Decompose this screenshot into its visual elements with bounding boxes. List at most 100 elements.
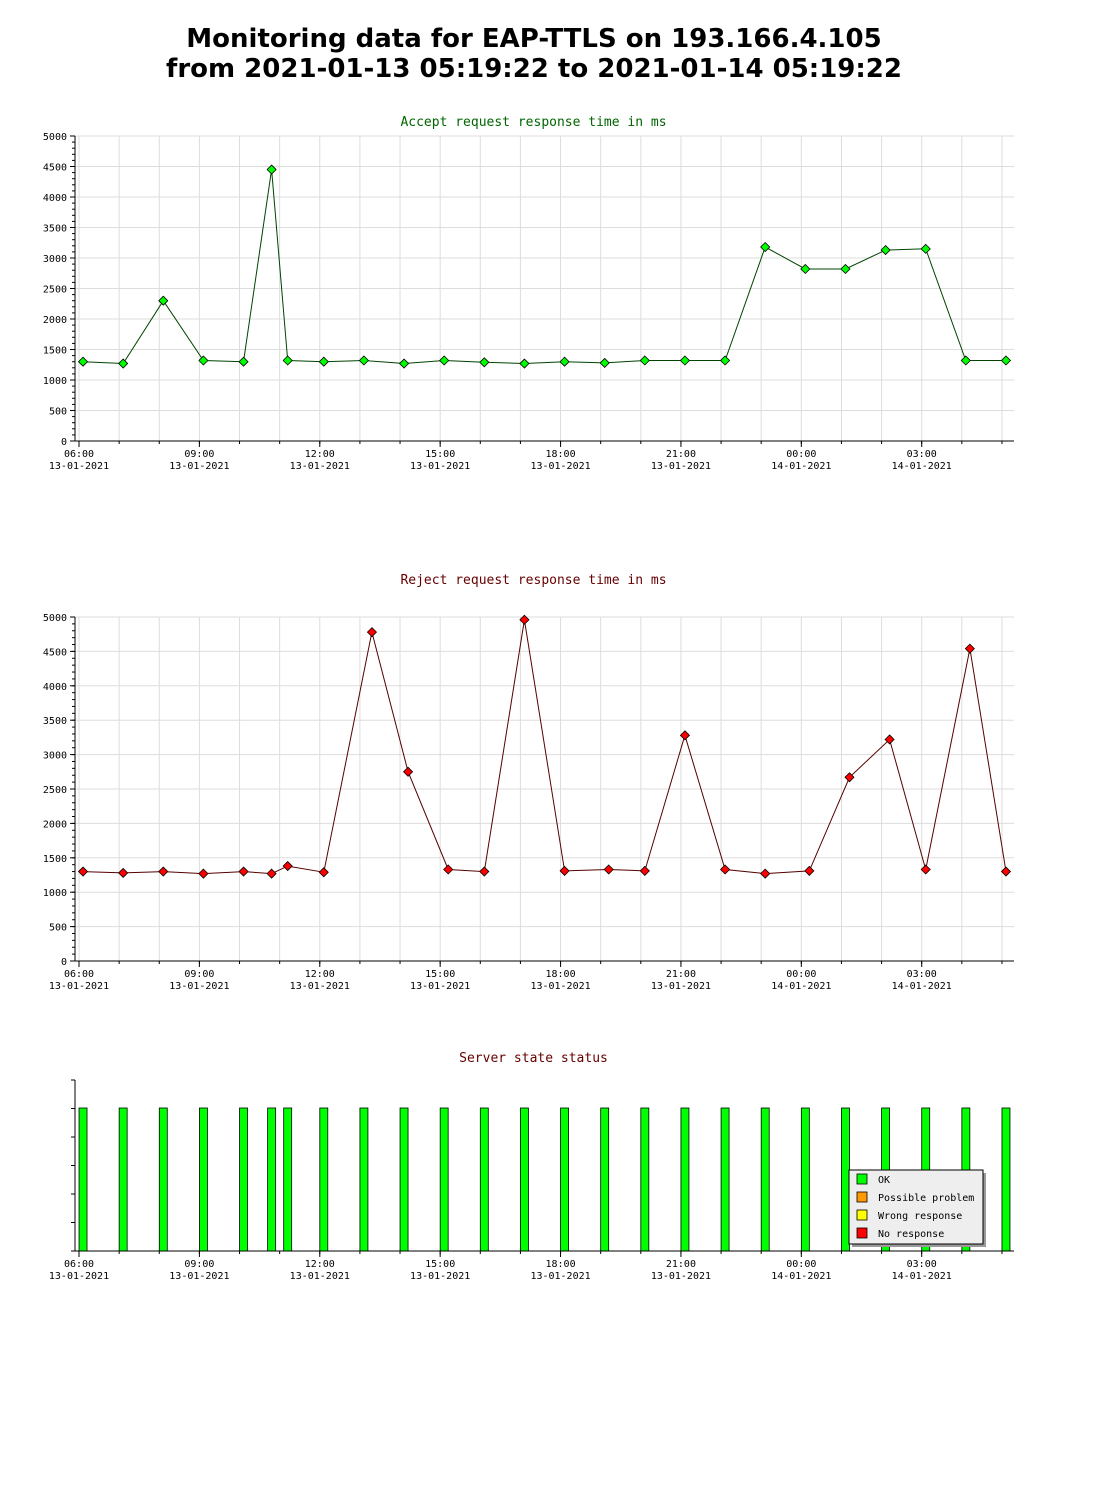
status-bar	[560, 1107, 569, 1252]
data-point	[198, 355, 209, 366]
data-point	[679, 355, 691, 366]
x-tick-label-time: 12:00	[305, 969, 335, 980]
accept-response-chart: Accept request response time in ms 0 500 10…	[43, 115, 1014, 472]
x-tick-label-date: 13-01-2021	[410, 1271, 470, 1282]
y-tick-label: 3000	[43, 254, 67, 265]
y-tick-label: 2000	[43, 315, 67, 326]
legend-label-wrong-response: Wrong response	[878, 1211, 962, 1222]
data-point	[439, 355, 450, 366]
x-tick-label-time: 06:00	[64, 969, 94, 980]
x-tick-label-time: 21:00	[666, 449, 696, 460]
x-tick-label-time: 03:00	[907, 449, 937, 460]
data-point	[77, 866, 89, 877]
status-bar	[158, 1107, 168, 1252]
data-point	[639, 355, 650, 366]
x-tick-label-time: 06:00	[64, 449, 94, 460]
x-tick-label-time: 03:00	[907, 969, 937, 980]
status-bar	[118, 1107, 128, 1252]
x-tick-label-date: 13-01-2021	[651, 1271, 711, 1282]
status-bar	[640, 1107, 650, 1252]
status-bar	[841, 1107, 850, 1252]
data-point	[844, 772, 855, 783]
x-tick-label-date: 13-01-2021	[290, 981, 350, 992]
status-bar	[78, 1107, 88, 1252]
data-point	[198, 868, 209, 879]
data-point	[358, 355, 369, 366]
x-tick-label-time: 00:00	[786, 449, 816, 460]
data-point	[760, 868, 771, 879]
data-point	[366, 627, 378, 638]
x-tick-label-date: 14-01-2021	[771, 1271, 831, 1282]
data-point	[519, 358, 530, 369]
data-point	[800, 263, 811, 275]
x-tick-label-time: 15:00	[425, 449, 455, 460]
data-point	[679, 730, 691, 741]
x-tick-label-date: 14-01-2021	[892, 981, 952, 992]
y-tick-label: 4500	[43, 647, 67, 658]
status-bar	[399, 1107, 409, 1252]
y-tick-label: 1500	[43, 346, 67, 357]
x-tick-label-time: 00:00	[786, 1259, 816, 1270]
x-tick-label-date: 14-01-2021	[892, 1271, 952, 1282]
status-bar	[1001, 1107, 1011, 1252]
data-point	[964, 643, 975, 654]
data-point	[282, 355, 293, 366]
series-line	[82, 169, 1006, 365]
legend-label-possible-problem: Possible problem	[878, 1193, 974, 1204]
x-tick-label-time: 21:00	[666, 1259, 696, 1270]
data-point	[318, 356, 329, 367]
x-tick-label-time: 21:00	[666, 969, 696, 980]
data-point	[760, 241, 771, 253]
data-point	[920, 243, 931, 254]
status-bar	[720, 1107, 730, 1252]
server-status-chart: Server state status06:0013-01-202109:001…	[49, 1051, 1014, 1282]
y-tick-label: 1500	[43, 854, 67, 865]
x-tick-label-date: 14-01-2021	[771, 981, 831, 992]
data-point	[266, 164, 277, 175]
x-tick-label-time: 09:00	[184, 969, 214, 980]
y-tick-label: 0	[61, 957, 67, 968]
data-point	[1000, 355, 1012, 366]
legend-swatch-possible-problem	[856, 1191, 868, 1203]
y-tick-label: 5000	[43, 132, 67, 143]
data-point	[266, 868, 277, 879]
legend-label-ok: OK	[878, 1175, 890, 1186]
data-point	[599, 357, 610, 368]
y-tick-label: 3500	[43, 224, 67, 235]
x-tick-label-date: 14-01-2021	[892, 461, 952, 472]
x-tick-label-date: 13-01-2021	[169, 981, 229, 992]
data-point	[238, 356, 249, 367]
data-point	[318, 867, 329, 878]
y-tick-label: 2500	[43, 285, 67, 296]
x-tick-label-date: 13-01-2021	[290, 1271, 350, 1282]
y-tick-label: 4500	[43, 163, 67, 174]
x-tick-label-time: 15:00	[425, 969, 455, 980]
status-bar	[199, 1107, 208, 1252]
status-bar	[680, 1107, 690, 1252]
status-bar	[283, 1107, 293, 1252]
reject-response-chart: Reject request response time in ms 0 500 10…	[43, 573, 1014, 992]
data-point	[559, 865, 570, 876]
data-point	[519, 614, 530, 625]
data-point	[158, 295, 169, 306]
data-point	[402, 766, 414, 777]
legend-swatch-ok	[856, 1173, 868, 1185]
data-point	[884, 734, 895, 745]
x-tick-label-time: 09:00	[184, 1259, 214, 1270]
x-tick-label-time: 18:00	[545, 1259, 575, 1270]
data-point	[158, 866, 169, 877]
y-tick-label: 4000	[43, 193, 67, 204]
x-tick-label-date: 13-01-2021	[49, 981, 109, 992]
status-bar	[359, 1107, 369, 1252]
y-tick-label: 4000	[43, 682, 67, 693]
chart-title: Reject request response time in ms	[400, 573, 666, 588]
x-tick-label-date: 13-01-2021	[530, 461, 590, 472]
status-bar	[479, 1107, 489, 1252]
y-tick-label: 1000	[43, 888, 67, 899]
x-tick-label-date: 13-01-2021	[530, 981, 590, 992]
status-bar	[439, 1107, 449, 1252]
chart-title: Server state status	[459, 1051, 608, 1066]
data-point	[479, 357, 490, 368]
data-point	[804, 865, 815, 876]
x-tick-label-date: 13-01-2021	[651, 981, 711, 992]
